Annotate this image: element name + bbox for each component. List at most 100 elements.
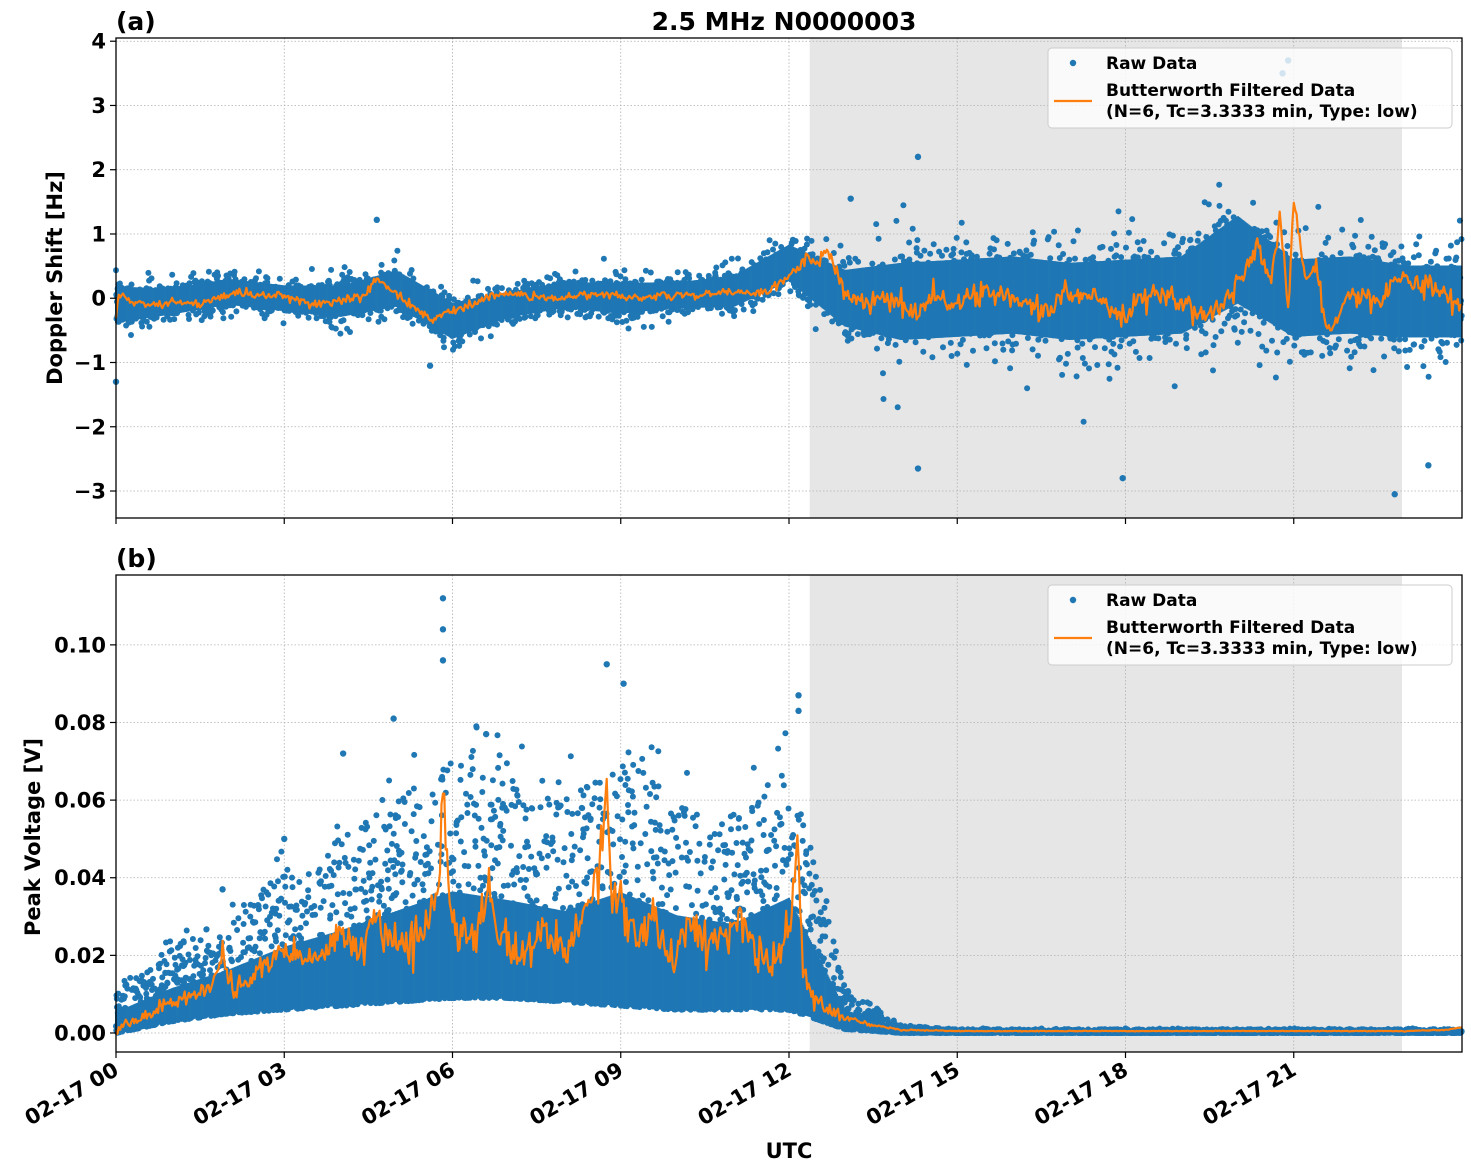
raw-data-point (466, 331, 473, 338)
raw-data-point (1094, 362, 1101, 368)
raw-data-point (1327, 350, 1334, 357)
raw-data-point (1286, 358, 1293, 365)
raw-data-point (1029, 346, 1036, 353)
raw-data-point (1064, 350, 1071, 357)
raw-data-point (770, 246, 776, 253)
raw-data-point (1335, 336, 1342, 343)
raw-data-point (1169, 232, 1176, 239)
raw-data-point (1346, 365, 1353, 372)
raw-data-point (1045, 234, 1052, 241)
raw-data-point (1024, 385, 1031, 392)
raw-data-point (1027, 251, 1034, 258)
raw-data-point (456, 342, 463, 349)
raw-data-point (1148, 248, 1155, 255)
raw-data-point (328, 266, 335, 273)
raw-data-point (947, 339, 954, 346)
raw-data-point (841, 262, 848, 269)
raw-data-point (1166, 336, 1173, 343)
raw-data-point (1055, 242, 1062, 249)
raw-data-point (470, 277, 477, 284)
raw-data-point (855, 258, 862, 265)
raw-data-point (494, 321, 500, 328)
raw-data-point (1081, 360, 1088, 367)
raw-data-point (195, 309, 202, 316)
raw-data-point (750, 308, 757, 315)
raw-data-point (1319, 352, 1326, 359)
raw-data-point (1307, 349, 1314, 356)
raw-data-point (365, 316, 372, 323)
raw-data-point (1023, 247, 1030, 254)
raw-data-point (308, 266, 315, 272)
raw-data-point (1024, 335, 1031, 341)
raw-data-point (326, 319, 333, 325)
raw-data-point (292, 276, 299, 283)
raw-data-point (1105, 361, 1112, 368)
raw-data-point (1390, 249, 1397, 256)
raw-data-point (1267, 234, 1274, 240)
raw-data-point (1218, 328, 1225, 335)
raw-data-point (929, 354, 936, 361)
raw-data-point (514, 280, 521, 287)
raw-data-point (991, 246, 997, 253)
raw-data-point (1031, 237, 1038, 244)
raw-data-point (1256, 362, 1263, 369)
raw-data-point (1029, 229, 1036, 236)
raw-data-point (438, 283, 445, 290)
raw-data-point (1370, 367, 1377, 374)
raw-data-point (1136, 355, 1143, 361)
raw-data-point (1325, 234, 1332, 241)
raw-data-point (1073, 373, 1080, 380)
raw-data-point (930, 241, 937, 248)
raw-data-point (1035, 352, 1041, 359)
raw-data-point (1202, 330, 1209, 337)
raw-data-point (674, 269, 681, 276)
raw-data-point (647, 269, 654, 276)
raw-data-point (487, 333, 494, 340)
raw-data-point (1323, 339, 1330, 346)
raw-data-point (968, 252, 975, 259)
raw-data-point (948, 353, 955, 359)
raw-data-point (347, 329, 353, 335)
raw-data-point (999, 340, 1006, 347)
raw-data-point (1070, 238, 1077, 245)
raw-data-point (1051, 228, 1058, 235)
raw-data-point (547, 275, 554, 282)
raw-data-point (186, 280, 193, 287)
raw-data-point (441, 289, 448, 296)
raw-data-point (1111, 230, 1118, 237)
raw-data-point (1326, 345, 1333, 351)
raw-data-point (1155, 335, 1162, 342)
raw-data-point (713, 264, 720, 271)
raw-data-point (638, 276, 645, 283)
raw-data-point (900, 202, 907, 209)
raw-data-point (1079, 355, 1086, 361)
raw-data-point (1283, 335, 1290, 342)
raw-data-point (659, 313, 666, 320)
raw-data-point (875, 235, 882, 242)
raw-data-point (880, 396, 887, 402)
raw-data-point (1322, 239, 1329, 246)
raw-data-point (474, 278, 481, 285)
raw-data-point (441, 344, 447, 351)
raw-data-point (1241, 319, 1248, 326)
raw-data-point (1378, 335, 1385, 342)
raw-data-point (160, 316, 167, 323)
raw-data-point (337, 330, 344, 337)
raw-data-point (873, 221, 880, 228)
raw-data-point (1238, 328, 1245, 335)
raw-data-point (1072, 255, 1078, 262)
raw-data-point (264, 275, 271, 282)
raw-data-point (1395, 348, 1402, 355)
raw-data-point (1063, 360, 1069, 367)
raw-data-point (772, 240, 779, 247)
raw-data-point (921, 247, 928, 254)
raw-data-point (146, 323, 153, 330)
raw-data-point (963, 361, 970, 368)
raw-data-point (1350, 244, 1357, 251)
raw-data-point (1146, 355, 1153, 361)
raw-data-point (1140, 238, 1147, 244)
raw-data-point (1292, 251, 1299, 258)
raw-data-point (1013, 340, 1019, 347)
